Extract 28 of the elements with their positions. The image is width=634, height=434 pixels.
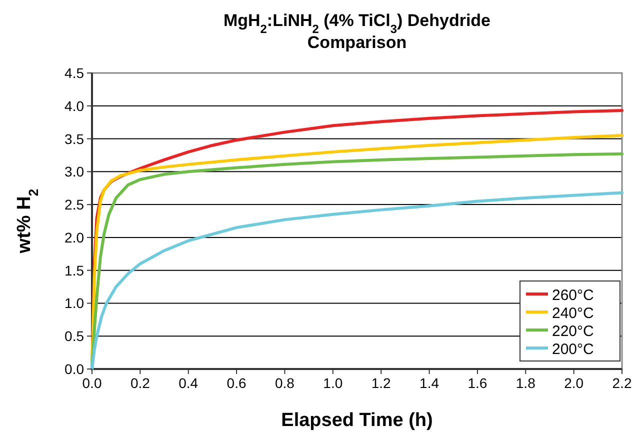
legend-label: 200°C [552,341,594,358]
x-tick-label: 0.2 [130,375,150,391]
x-tick-label: 0.0 [82,375,102,391]
y-tick-label: 2.0 [64,229,84,246]
y-tick-label: 0.5 [64,328,84,344]
y-tick-label: 4.5 [64,65,84,81]
x-tick-label: 1.0 [323,375,343,391]
y-tick-label: 3.0 [64,164,84,180]
y-tick-label: 2.5 [64,196,84,213]
x-tick-label: 1.2 [371,375,392,391]
y-tick-label: 1.0 [64,295,84,312]
x-tick-label: 1.8 [516,375,536,391]
x-tick-label: 0.8 [274,375,295,391]
x-axis-title: Elapsed Time (h) [281,410,433,431]
y-tick-label: 0.0 [64,361,84,377]
chart-title: MgH$_{2}$:LiNH$_{2}$ (4% TiCl$_{3}$) Dehydride Comparison [223,11,491,52]
x-tick-label: 0.4 [178,375,198,391]
y-tick-label: 4.0 [64,98,84,114]
y-tick-label: 3.5 [64,130,84,147]
legend-label: 220°C [552,323,594,340]
legend-label: 240°C [552,305,594,322]
x-tick-label: 2.0 [564,375,584,391]
x-tick-label: 0.6 [226,375,246,391]
y-tick-label: 1.5 [64,262,84,278]
x-tick-label: 1.6 [468,375,488,391]
legend-label: 260°C [552,287,594,304]
x-tick-label: 1.4 [420,375,440,391]
x-tick-label: 2.2 [612,375,632,391]
